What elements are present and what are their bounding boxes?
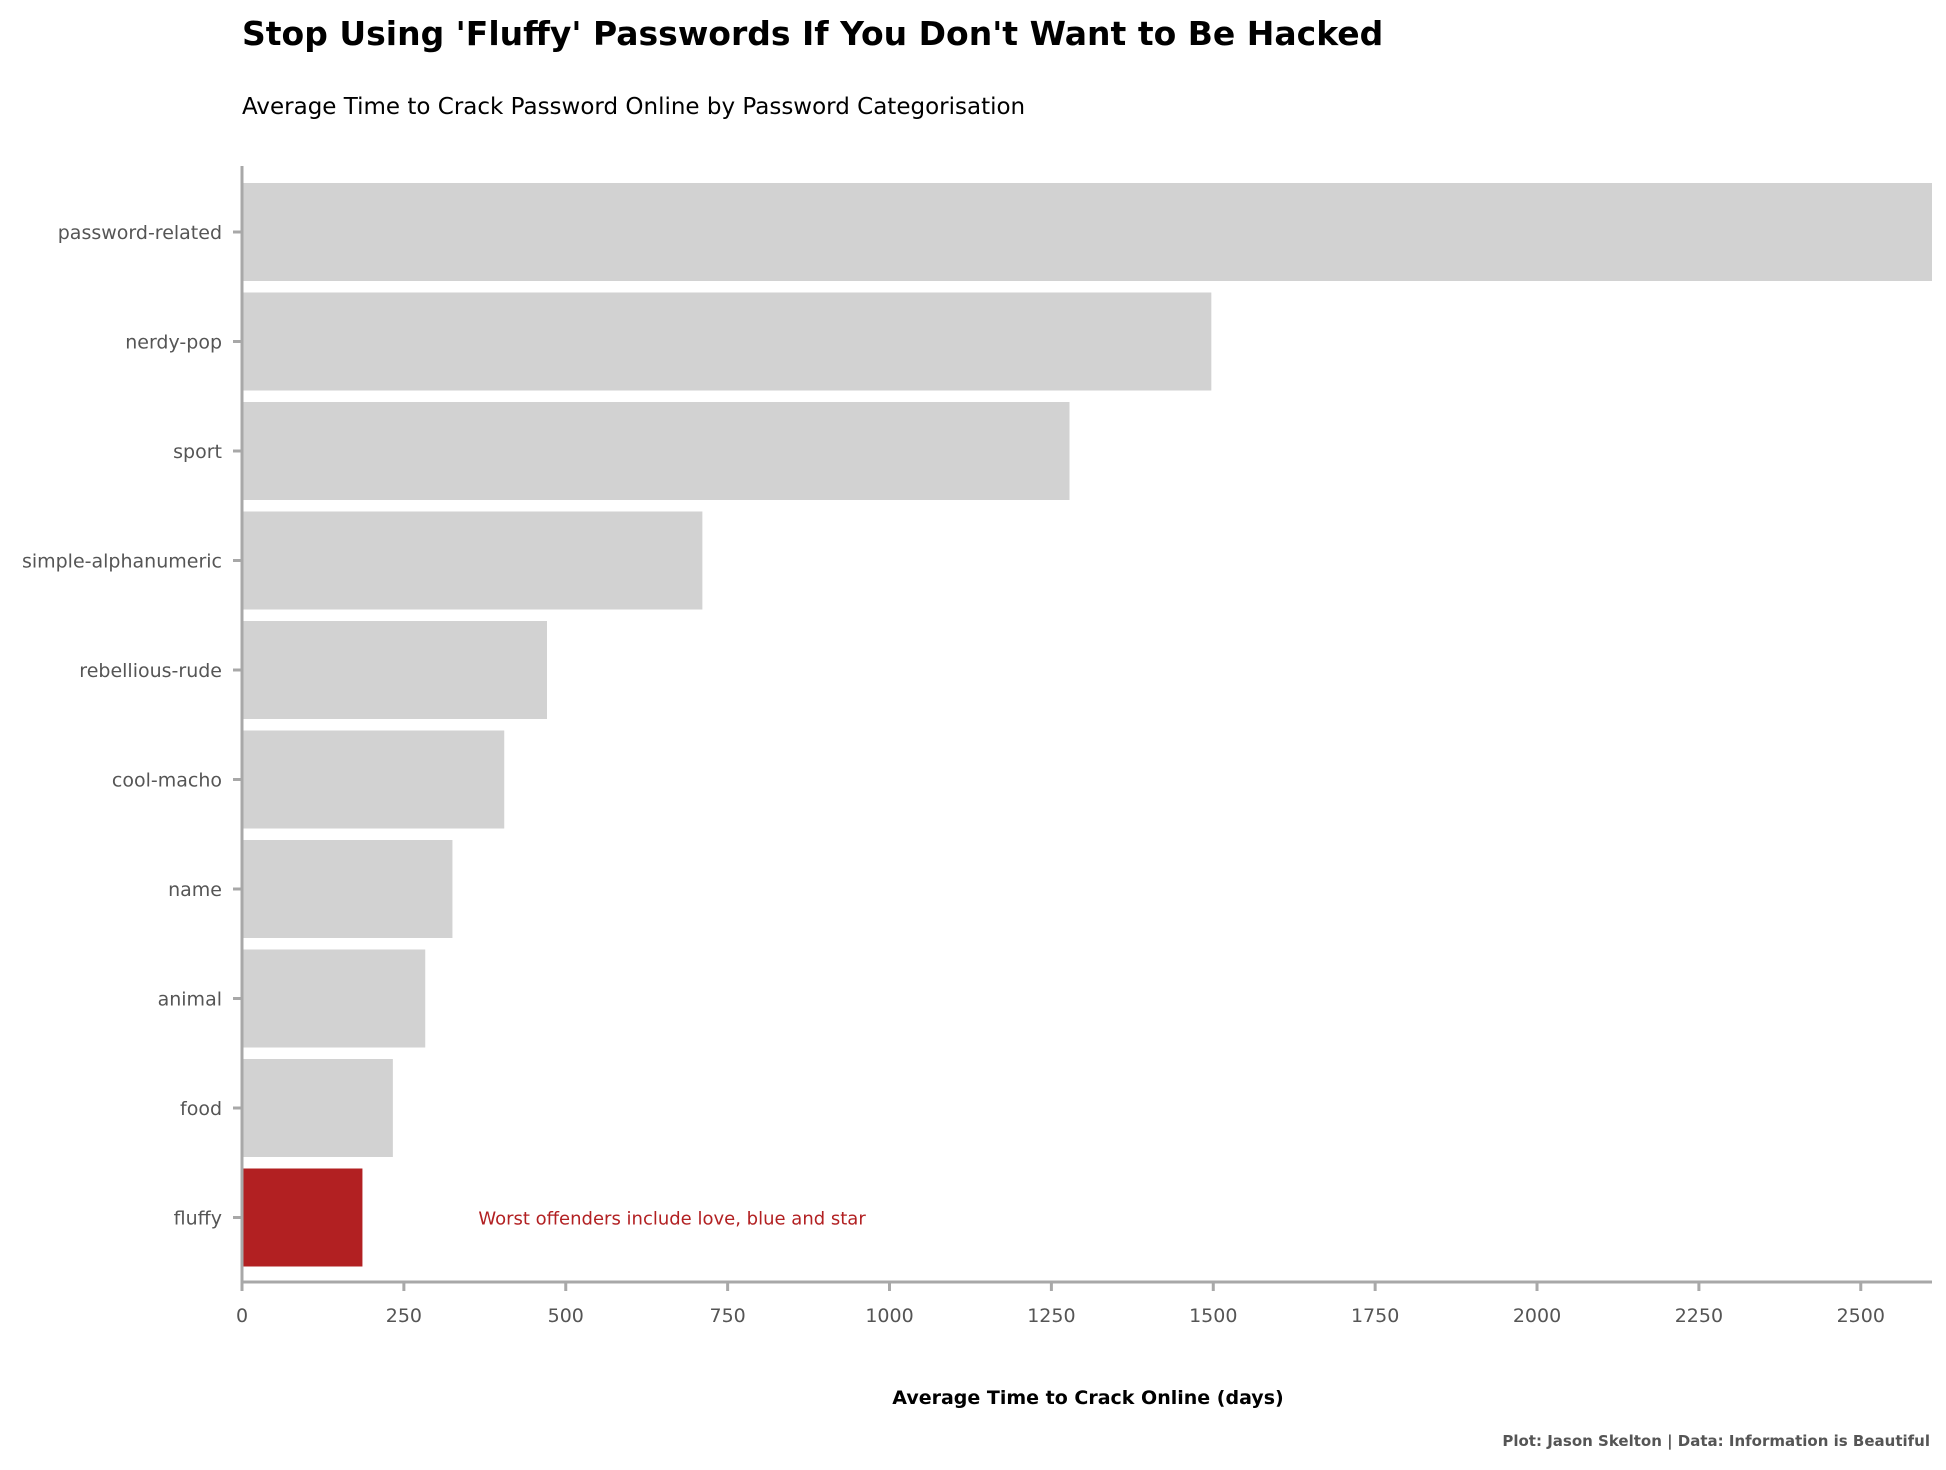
- y-tick-label: password-related: [58, 222, 222, 244]
- bar-food: [243, 1059, 393, 1157]
- y-tick-label: simple-alphanumeric: [22, 551, 222, 573]
- x-tick-label: 500: [548, 1305, 584, 1327]
- y-tick-label: cool-macho: [112, 770, 222, 792]
- x-tick-label: 0: [236, 1305, 248, 1327]
- bar-name: [243, 840, 453, 938]
- bar-nerdy-pop: [243, 292, 1212, 391]
- x-tick-label: 1500: [1189, 1305, 1237, 1327]
- chart-title: Stop Using 'Fluffy' Passwords If You Don…: [242, 14, 1384, 53]
- bar-rebellious-rude: [243, 621, 547, 719]
- x-tick-label: 750: [709, 1305, 745, 1327]
- y-tick-label: fluffy: [174, 1208, 222, 1230]
- annotation-text: Worst offenders include love, blue and s…: [478, 1209, 866, 1230]
- x-tick-label: 2500: [1837, 1305, 1885, 1327]
- y-tick-label: name: [168, 879, 222, 901]
- chart-caption: Plot: Jason Skelton | Data: Information …: [1502, 1432, 1930, 1450]
- x-tick-label: 250: [386, 1305, 422, 1327]
- y-tick-label: nerdy-pop: [125, 332, 222, 354]
- y-tick-label: rebellious-rude: [79, 660, 222, 682]
- bar-fluffy: [243, 1168, 363, 1267]
- x-tick-label: 2250: [1675, 1305, 1723, 1327]
- bar-cool-macho: [243, 730, 505, 829]
- y-tick-label: food: [180, 1098, 222, 1120]
- y-tick-label: sport: [173, 441, 222, 463]
- y-tick-label: animal: [158, 989, 222, 1011]
- x-tick-label: 2000: [1513, 1305, 1561, 1327]
- x-tick-label: 1000: [865, 1305, 913, 1327]
- chart-subtitle: Average Time to Crack Password Online by…: [242, 94, 1026, 120]
- bar-simple-alphanumeric: [243, 511, 703, 610]
- bar-password-related: [243, 183, 1932, 281]
- bar-sport: [243, 402, 1070, 500]
- x-tick-label: 1750: [1351, 1305, 1399, 1327]
- bar-animal: [243, 949, 426, 1048]
- x-tick-label: 1250: [1027, 1305, 1075, 1327]
- x-axis-title: Average Time to Crack Online (days): [892, 1387, 1284, 1409]
